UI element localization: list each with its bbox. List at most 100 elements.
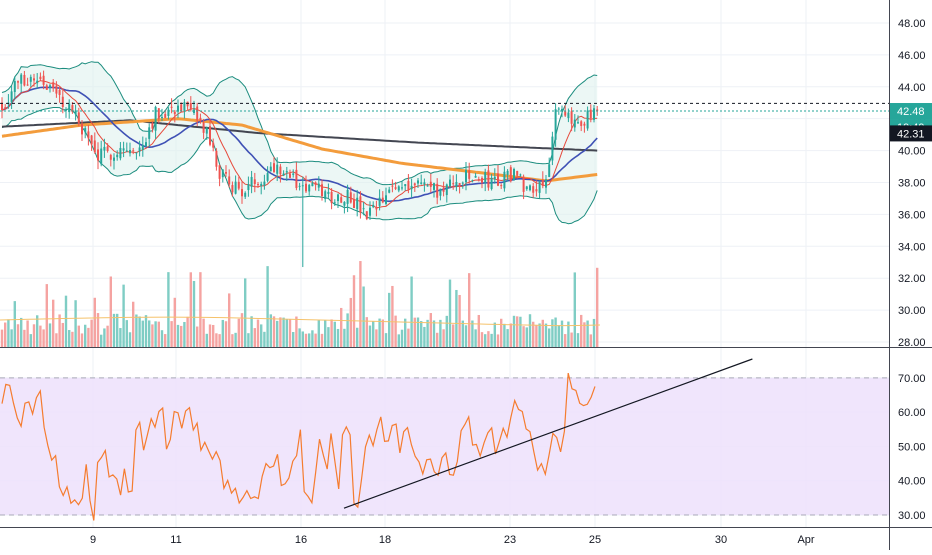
- volume-bar-82: [263, 331, 266, 347]
- candle-body: [324, 191, 327, 200]
- candle-body: [209, 126, 211, 145]
- volume-bar-9: [29, 334, 32, 347]
- candle-169: [541, 171, 544, 189]
- candle-91: [292, 169, 295, 178]
- candle-155: [497, 164, 499, 187]
- candle-179: [573, 114, 576, 132]
- volume-bar-185: [592, 318, 596, 347]
- volume-bar-143: [458, 294, 461, 347]
- candle-body: [26, 84, 29, 86]
- volume-bar-87: [279, 317, 282, 347]
- candle-body: [244, 192, 247, 197]
- candle-body: [205, 127, 208, 134]
- volume-bar-44: [141, 320, 144, 347]
- candle-86: [276, 157, 279, 182]
- time-tick-label: 23: [504, 534, 516, 546]
- time-tick-label: 11: [170, 534, 181, 546]
- volume-bar-155: [496, 334, 500, 347]
- volume-bar-5: [16, 324, 20, 347]
- candle-65: [209, 119, 211, 147]
- volume-bar-114: [365, 317, 368, 347]
- volume-bar-152: [487, 331, 490, 347]
- candle-33: [106, 143, 109, 153]
- candle-171: [548, 157, 551, 178]
- candle-150: [481, 176, 483, 189]
- volume-bar-112: [359, 261, 362, 347]
- volume-bar-18: [58, 314, 61, 347]
- candle-117: [375, 200, 378, 217]
- volume-bar-186: [596, 267, 599, 347]
- volume-bar-94: [301, 331, 304, 347]
- volume-bar-126: [404, 318, 407, 347]
- candle-157: [503, 166, 506, 192]
- volume-bar-177: [567, 321, 570, 347]
- volume-bar-36: [116, 313, 119, 347]
- volume-bar-31: [100, 334, 103, 347]
- volume-bar-109: [349, 297, 352, 347]
- volume-bar-46: [148, 320, 151, 347]
- volume-bar-175: [560, 320, 564, 347]
- candle-122: [391, 179, 394, 193]
- candle-body: [362, 208, 365, 210]
- volume-bar-27: [87, 327, 90, 347]
- volume-bar-26: [84, 324, 87, 347]
- candle-body: [132, 150, 135, 152]
- candle-140: [449, 174, 451, 189]
- candle-160: [513, 167, 515, 181]
- price-tick-label: 36.00: [898, 209, 926, 221]
- candle-body: [228, 176, 231, 185]
- volume-bar-37: [119, 328, 122, 347]
- candle-body: [484, 172, 487, 183]
- candle-146: [468, 162, 471, 184]
- candle-158: [506, 169, 509, 182]
- candle-body: [420, 182, 423, 184]
- candle-body: [509, 167, 512, 182]
- candle-159: [509, 165, 512, 183]
- price-tick-label: 40.00: [898, 146, 926, 158]
- volume-bar-73: [234, 332, 237, 347]
- candle-38: [122, 141, 125, 158]
- candle-68: [218, 164, 221, 187]
- volume-bar-98: [314, 333, 317, 347]
- candle-body: [263, 181, 266, 186]
- candle-94: [301, 176, 304, 268]
- candle-body: [545, 179, 547, 188]
- volume-bar-57: [183, 321, 186, 347]
- volume-bar-103: [330, 319, 333, 347]
- volume-bar-179: [573, 272, 576, 347]
- candle-90: [289, 169, 291, 179]
- candle-body: [305, 183, 307, 192]
- rsi-tick-label: 50.00: [898, 441, 926, 453]
- candle-127: [407, 174, 410, 194]
- volume-bar-3: [10, 329, 13, 347]
- candle-body: [321, 184, 323, 197]
- rsi-band: [0, 377, 889, 515]
- candle-body: [391, 185, 394, 187]
- candle-113: [362, 202, 365, 216]
- candle-body: [81, 124, 83, 135]
- candle-123: [394, 181, 397, 191]
- candle-183: [586, 106, 589, 131]
- candle-body: [404, 184, 407, 187]
- candle-106: [340, 193, 343, 204]
- candle-body: [250, 176, 253, 187]
- candle-body: [42, 75, 45, 85]
- candle-body: [570, 111, 573, 124]
- candle-body: [151, 123, 154, 129]
- candle-178: [570, 107, 573, 132]
- candle-168: [538, 180, 541, 199]
- volume-bar-136: [436, 332, 439, 347]
- candle-body: [541, 179, 544, 186]
- candle-body: [29, 76, 32, 82]
- volume-bar-91: [292, 332, 295, 347]
- volume-bar-161: [516, 316, 519, 347]
- volume-bar-28: [90, 319, 93, 347]
- volume-bar-111: [356, 327, 359, 347]
- volume-bar-67: [215, 333, 218, 347]
- candle-139: [445, 183, 448, 203]
- candle-body: [1, 102, 3, 111]
- candle-109: [349, 186, 352, 204]
- candle-body: [180, 104, 183, 112]
- volume-bar-172: [551, 319, 554, 347]
- candle-body: [394, 187, 397, 189]
